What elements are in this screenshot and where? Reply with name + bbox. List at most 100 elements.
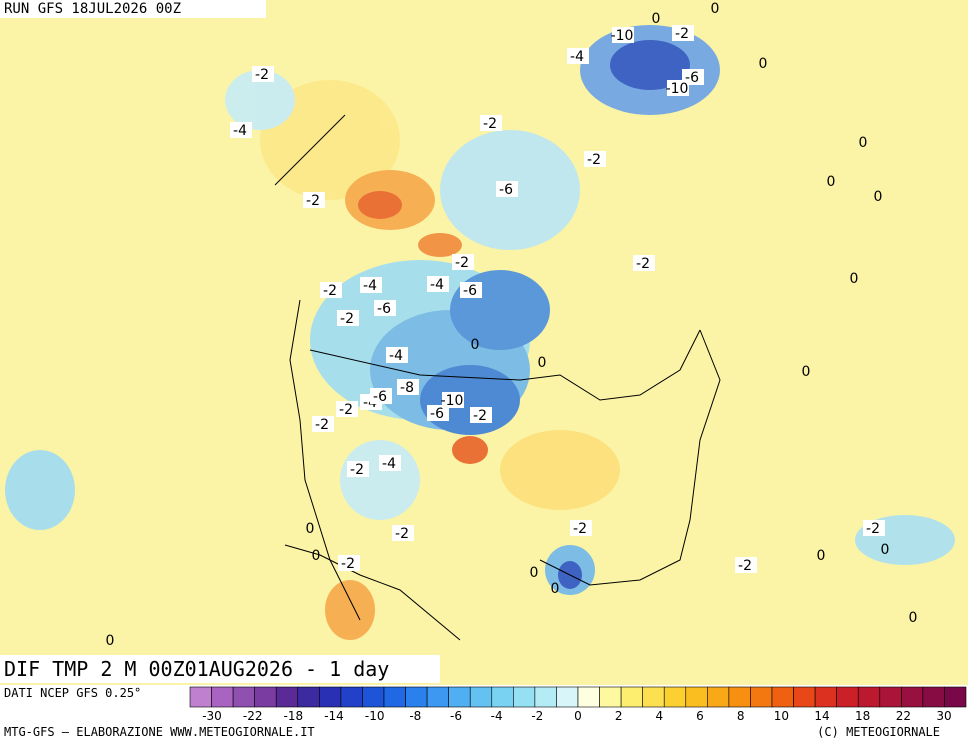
contour-label: 0	[652, 11, 661, 27]
contour-label: -2	[866, 521, 880, 537]
label-backdrop	[567, 48, 589, 64]
colorbar-swatch	[534, 686, 557, 708]
contour-label: 0	[881, 542, 890, 558]
colorbar-swatch	[685, 686, 708, 708]
contour-label: 0	[471, 337, 480, 353]
contour-label: -4	[363, 278, 377, 294]
colorbar-tick-label: -30	[202, 709, 222, 723]
colorbar-tick-label: -14	[324, 709, 344, 723]
label-backdrop	[338, 555, 360, 571]
colorbar-swatch	[707, 686, 730, 708]
colorbar-swatch	[814, 686, 837, 708]
label-backdrop	[374, 300, 396, 316]
label-backdrop	[480, 115, 502, 131]
colorbar-tick-label: 2	[615, 709, 623, 723]
contour-label: -2	[341, 556, 355, 572]
label-backdrop	[863, 520, 885, 536]
contour-label: -6	[499, 182, 513, 198]
label-backdrop	[667, 80, 689, 96]
contour-label: 0	[802, 364, 811, 380]
contour-label: 0	[551, 581, 560, 597]
colorbar-swatch	[857, 686, 881, 708]
label-backdrop	[230, 122, 252, 138]
contour-label: 0	[538, 355, 547, 371]
colorbar-tick-label: 22	[896, 709, 911, 723]
contour-label: 0	[759, 56, 768, 72]
colorbar-swatch	[362, 686, 385, 708]
label-backdrop	[452, 254, 474, 270]
colorbar-tick-label: 18	[855, 709, 870, 723]
colorbar-swatch	[254, 686, 277, 708]
label-backdrop	[633, 255, 655, 271]
contour-label: -6	[373, 389, 387, 405]
colorbar-tick-label: -22	[243, 709, 263, 723]
colorbar-swatch	[599, 686, 622, 708]
label-backdrop	[496, 181, 518, 197]
contour-label: 0	[909, 610, 918, 626]
colorbar-tick-label: 4	[656, 709, 664, 723]
colorbar-swatch	[297, 686, 320, 708]
colorbar-swatch	[556, 686, 579, 708]
label-backdrop	[672, 25, 694, 41]
colorbar-swatch	[189, 686, 212, 708]
label-backdrop	[379, 455, 401, 471]
contour-label: -6	[430, 406, 444, 422]
colorbar-swatch	[340, 686, 363, 708]
contour-label: -2	[339, 402, 353, 418]
contour-label: -2	[255, 67, 269, 83]
colorbar-tick-label: 14	[814, 709, 829, 723]
colorbar-swatch	[275, 686, 299, 708]
label-backdrop	[397, 379, 419, 395]
colorbar: -30 -22 -18 -14 -10 -8 -6 -4 -2 0 2 4 6 8 10 14 18 22 30	[189, 686, 967, 723]
contour-label: 0	[306, 521, 315, 537]
label-backdrop	[612, 27, 634, 43]
colorbar-swatch	[383, 686, 406, 708]
label-backdrop	[386, 347, 408, 363]
colorbar-swatch	[232, 686, 255, 708]
colorbar-swatch	[836, 686, 859, 708]
label-backdrop	[460, 282, 482, 298]
label-backdrop	[442, 392, 464, 408]
colorbar-swatch	[620, 686, 643, 708]
colorbar-tick-label: -18	[284, 709, 304, 723]
contour-label: -2	[473, 408, 487, 424]
contour-label: -10	[611, 28, 634, 44]
contour-label: -2	[587, 152, 601, 168]
contour-label: -2	[323, 283, 337, 299]
contour-label: 0	[817, 548, 826, 564]
contour-label: -2	[636, 256, 650, 272]
colorbar-tick-label: 10	[774, 709, 789, 723]
contour-label: -2	[350, 462, 364, 478]
colorbar-swatch	[469, 686, 493, 708]
contour-label: -4	[430, 277, 444, 293]
data-source: DATI NCEP GFS 0.25°	[4, 686, 142, 700]
contour-label: -2	[395, 526, 409, 542]
contour-label: -4	[382, 456, 396, 472]
colorbar-swatch	[513, 686, 536, 708]
colorbar-swatch	[922, 686, 945, 708]
contour-label: 0	[711, 1, 720, 17]
contour-label: -8	[400, 380, 414, 396]
colorbar-tick-label: -2	[531, 709, 543, 723]
contour-label: 0	[530, 565, 539, 581]
label-backdrop	[347, 461, 369, 477]
label-backdrop	[427, 405, 449, 421]
contour-label: 0	[312, 548, 321, 564]
colorbar-swatch	[879, 686, 902, 708]
contour-label: -4	[233, 123, 247, 139]
colorbar-swatch	[426, 686, 449, 708]
contour-label: 0	[859, 135, 868, 151]
colorbar-swatch	[319, 686, 342, 708]
colorbar-swatch	[405, 686, 428, 708]
colorbar-swatch	[771, 686, 794, 708]
contour-label: -4	[570, 49, 584, 65]
label-backdrop	[337, 310, 359, 326]
colorbar-tick-label: 6	[696, 709, 704, 723]
label-backdrop	[312, 416, 334, 432]
colorbar-swatch	[642, 686, 665, 708]
colorbar-tick-label: -10	[365, 709, 385, 723]
colorbar-tick-label: -4	[491, 709, 503, 723]
label-backdrop	[336, 401, 358, 417]
